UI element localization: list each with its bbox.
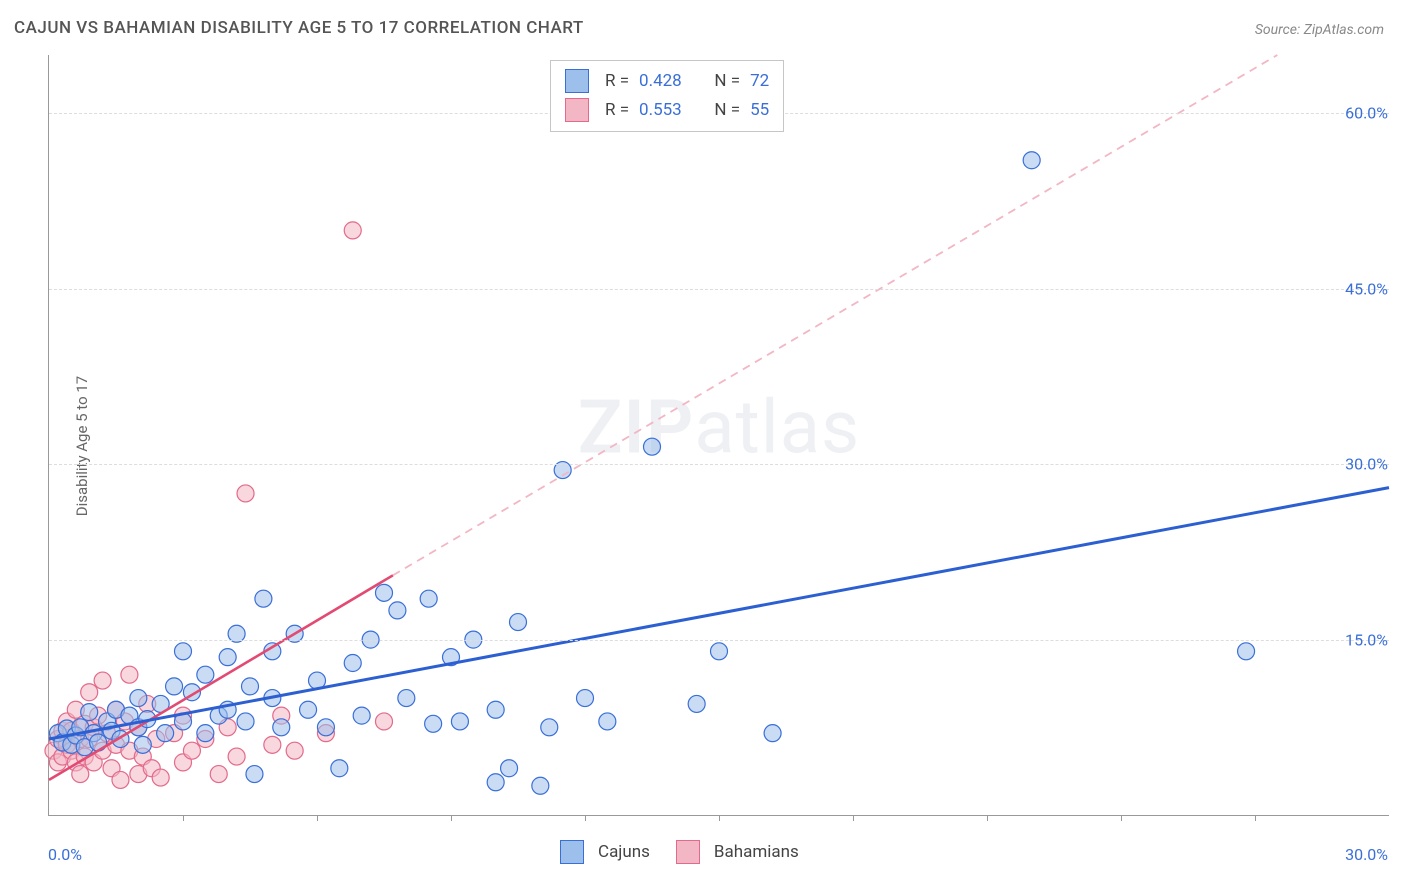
scatter-point (183, 742, 200, 759)
scatter-point (197, 666, 214, 683)
chart-title: CAJUN VS BAHAMIAN DISABILITY AGE 5 TO 17… (14, 18, 584, 38)
scatter-point (228, 748, 245, 765)
scatter-point (112, 771, 129, 788)
x-tick (1255, 815, 1256, 821)
scatter-point (398, 690, 415, 707)
x-origin-label: 0.0% (48, 845, 82, 864)
plot-area: ZIPatlas (48, 55, 1389, 816)
scatter-point (219, 649, 236, 666)
scatter-point (237, 485, 254, 502)
scatter-point (130, 690, 147, 707)
scatter-point (688, 695, 705, 712)
stats-legend-row: R = 0.553 N = 55 (565, 96, 769, 125)
scatter-point (577, 690, 594, 707)
scatter-point (501, 760, 518, 777)
scatter-point (175, 643, 192, 660)
scatter-point (255, 590, 272, 607)
series-legend-item: Bahamians (676, 840, 799, 864)
legend-swatch (565, 69, 589, 93)
scatter-point (425, 715, 442, 732)
series-legend-label: Bahamians (714, 842, 799, 862)
scatter-point (157, 725, 174, 742)
scatter-point (246, 766, 263, 783)
scatter-point (1238, 643, 1255, 660)
scatter-point (344, 655, 361, 672)
scatter-point (317, 719, 334, 736)
stats-legend: R = 0.428 N = 72R = 0.553 N = 55 (550, 60, 784, 132)
scatter-point (242, 678, 259, 695)
scatter-point (541, 719, 558, 736)
x-tick (1121, 815, 1122, 821)
scatter-point (510, 614, 527, 631)
scatter-point (376, 584, 393, 601)
y-tick-label: 30.0% (1345, 455, 1388, 474)
x-tick (719, 815, 720, 821)
scatter-point (487, 774, 504, 791)
x-max-label: 30.0% (1345, 845, 1388, 864)
r-label: R = (605, 67, 629, 96)
scatter-point (273, 719, 290, 736)
scatter-point (81, 704, 98, 721)
r-label: R = (605, 96, 629, 125)
x-tick (451, 815, 452, 821)
regression-line (49, 488, 1389, 739)
scatter-point (331, 760, 348, 777)
scatter-point (152, 769, 169, 786)
scatter-point (451, 713, 468, 730)
scatter-point (81, 684, 98, 701)
scatter-point (94, 672, 111, 689)
scatter-point (532, 777, 549, 794)
scatter-point (264, 736, 281, 753)
n-value: 55 (750, 96, 769, 125)
series-legend-item: Cajuns (560, 840, 650, 864)
series-legend-label: Cajuns (598, 842, 650, 862)
n-label: N = (714, 67, 740, 96)
scatter-point (420, 590, 437, 607)
regression-line (393, 55, 1277, 575)
series-legend: Cajuns Bahamians (560, 840, 799, 864)
x-tick (987, 815, 988, 821)
scatter-point (376, 713, 393, 730)
y-tick-label: 60.0% (1345, 104, 1388, 123)
scatter-point (286, 742, 303, 759)
scatter-point (644, 438, 661, 455)
scatter-point (599, 713, 616, 730)
x-tick (853, 815, 854, 821)
gridline-h (49, 464, 1389, 465)
scatter-point (487, 701, 504, 718)
scatter-point (134, 736, 151, 753)
r-value: 0.428 (639, 67, 682, 96)
scatter-point (344, 222, 361, 239)
x-tick (183, 815, 184, 821)
scatter-svg (49, 55, 1389, 815)
gridline-h (49, 640, 1389, 641)
x-tick (585, 815, 586, 821)
legend-swatch (676, 840, 700, 864)
legend-swatch (560, 840, 584, 864)
x-tick (317, 815, 318, 821)
scatter-point (389, 602, 406, 619)
r-value: 0.553 (639, 96, 682, 125)
gridline-h (49, 289, 1389, 290)
scatter-point (197, 725, 214, 742)
scatter-point (210, 766, 227, 783)
scatter-point (353, 707, 370, 724)
scatter-point (711, 643, 728, 660)
legend-swatch (565, 98, 589, 122)
y-tick-label: 15.0% (1345, 630, 1388, 649)
scatter-point (166, 678, 183, 695)
scatter-point (72, 766, 89, 783)
scatter-point (237, 713, 254, 730)
scatter-point (764, 725, 781, 742)
source-credit: Source: ZipAtlas.com (1255, 22, 1384, 38)
n-value: 72 (750, 67, 769, 96)
stats-legend-row: R = 0.428 N = 72 (565, 67, 769, 96)
scatter-point (300, 701, 317, 718)
scatter-point (1023, 152, 1040, 169)
n-label: N = (714, 96, 740, 125)
y-tick-label: 45.0% (1345, 279, 1388, 298)
scatter-point (121, 666, 138, 683)
